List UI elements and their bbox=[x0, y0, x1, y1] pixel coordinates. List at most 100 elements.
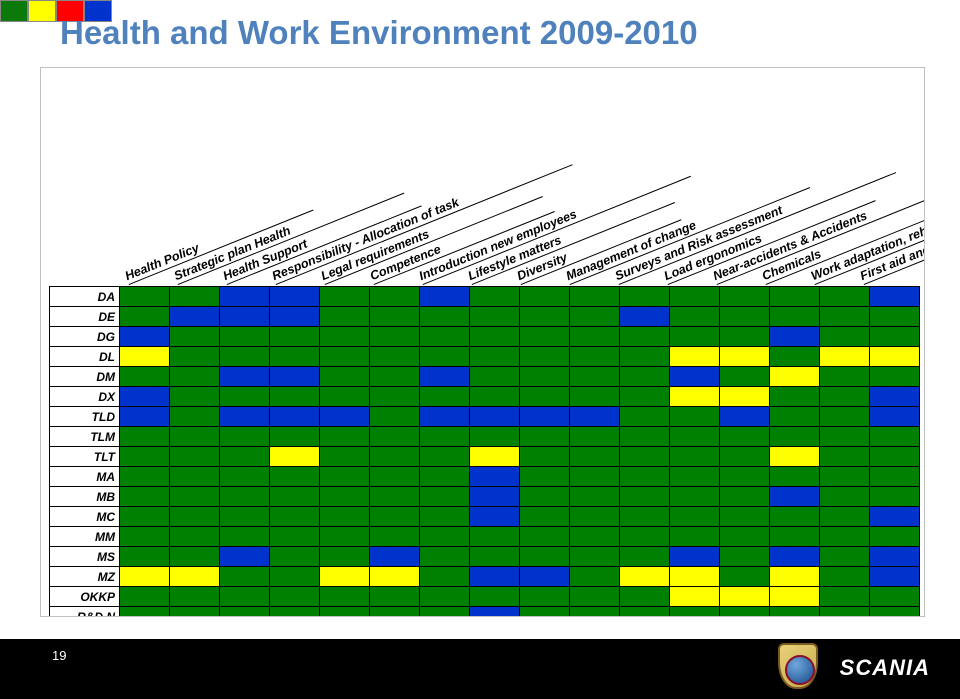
row-label: MC bbox=[50, 507, 120, 527]
heatmap-cell bbox=[670, 307, 720, 327]
heatmap-cell bbox=[420, 387, 470, 407]
heatmap-cell bbox=[870, 567, 920, 587]
table-row: TLD bbox=[50, 407, 920, 427]
heatmap-cell bbox=[770, 287, 820, 307]
heatmap-cell bbox=[370, 327, 420, 347]
heatmap-cell bbox=[820, 387, 870, 407]
legend-swatch bbox=[28, 0, 56, 22]
heatmap-cell bbox=[120, 347, 170, 367]
heatmap-cell bbox=[870, 327, 920, 347]
heatmap-cell bbox=[770, 347, 820, 367]
heatmap-cell bbox=[470, 427, 520, 447]
row-label: MS bbox=[50, 547, 120, 567]
heatmap-cell bbox=[820, 487, 870, 507]
heatmap-cell bbox=[170, 327, 220, 347]
heatmap-cell bbox=[620, 547, 670, 567]
heatmap-cell bbox=[570, 307, 620, 327]
heatmap-cell bbox=[120, 327, 170, 347]
heatmap-cell bbox=[770, 487, 820, 507]
heatmap-cell bbox=[870, 407, 920, 427]
heatmap-cell bbox=[520, 347, 570, 367]
heatmap-cell bbox=[770, 327, 820, 347]
heatmap-cell bbox=[320, 407, 370, 427]
heatmap-cell bbox=[720, 567, 770, 587]
heatmap-cell bbox=[570, 407, 620, 427]
heatmap-cell bbox=[620, 427, 670, 447]
table-row: DM bbox=[50, 367, 920, 387]
row-label: MM bbox=[50, 527, 120, 547]
row-label: DE bbox=[50, 307, 120, 327]
heatmap-cell bbox=[470, 327, 520, 347]
row-label: TLT bbox=[50, 447, 120, 467]
heatmap-cell bbox=[270, 607, 320, 618]
heatmap-cell bbox=[670, 367, 720, 387]
heatmap-cell bbox=[620, 307, 670, 327]
heatmap-cell bbox=[870, 607, 920, 618]
heatmap-cell bbox=[520, 527, 570, 547]
row-label: DG bbox=[50, 327, 120, 347]
heatmap-cell bbox=[520, 567, 570, 587]
heatmap-cell bbox=[870, 287, 920, 307]
heatmap-cell bbox=[820, 287, 870, 307]
heatmap-cell bbox=[520, 387, 570, 407]
heatmap-cell bbox=[570, 507, 620, 527]
heatmap-cell bbox=[620, 507, 670, 527]
heatmap-cell bbox=[470, 287, 520, 307]
row-label: OKKP bbox=[50, 587, 120, 607]
heatmap-cell bbox=[520, 447, 570, 467]
heatmap-cell bbox=[820, 347, 870, 367]
heatmap-cell bbox=[470, 447, 520, 467]
heatmap-cell bbox=[520, 327, 570, 347]
heatmap-cell bbox=[120, 427, 170, 447]
heatmap-cell bbox=[420, 487, 470, 507]
heatmap-cell bbox=[870, 507, 920, 527]
heatmap-cell bbox=[870, 447, 920, 467]
heatmap-cell bbox=[220, 447, 270, 467]
heatmap-cell bbox=[670, 427, 720, 447]
heatmap-cell bbox=[870, 367, 920, 387]
heatmap-cell bbox=[870, 527, 920, 547]
heatmap-cell bbox=[420, 287, 470, 307]
heatmap-cell bbox=[770, 527, 820, 547]
heatmap-cell bbox=[320, 367, 370, 387]
heatmap-cell bbox=[870, 427, 920, 447]
heatmap-cell bbox=[870, 467, 920, 487]
heatmap-cell bbox=[870, 347, 920, 367]
heatmap-cell bbox=[470, 367, 520, 387]
heatmap-cell bbox=[620, 607, 670, 618]
heatmap-cell bbox=[720, 487, 770, 507]
heatmap-cell bbox=[420, 607, 470, 618]
heatmap-cell bbox=[120, 567, 170, 587]
heatmap-cell bbox=[420, 467, 470, 487]
heatmap-cell bbox=[120, 507, 170, 527]
heatmap-grid: DADEDGDLDMDXTLDTLMTLTMAMBMCMMMSMZOKKPR&D… bbox=[49, 286, 920, 617]
heatmap-cell bbox=[420, 447, 470, 467]
table-row: DG bbox=[50, 327, 920, 347]
heatmap-cell bbox=[120, 367, 170, 387]
heatmap-cell bbox=[520, 407, 570, 427]
heatmap-cell bbox=[820, 327, 870, 347]
heatmap-cell bbox=[720, 547, 770, 567]
heatmap-cell bbox=[520, 587, 570, 607]
heatmap-cell bbox=[220, 307, 270, 327]
heatmap-cell bbox=[170, 507, 220, 527]
heatmap-cell bbox=[270, 367, 320, 387]
heatmap-cell bbox=[770, 367, 820, 387]
heatmap-cell bbox=[870, 547, 920, 567]
heatmap-cell bbox=[770, 507, 820, 527]
heatmap-cell bbox=[520, 507, 570, 527]
heatmap-cell bbox=[170, 567, 220, 587]
heatmap-cell bbox=[420, 407, 470, 427]
heatmap-cell bbox=[670, 287, 720, 307]
heatmap-cell bbox=[570, 387, 620, 407]
heatmap-cell bbox=[370, 407, 420, 427]
heatmap-cell bbox=[720, 407, 770, 427]
heatmap-cell bbox=[470, 527, 520, 547]
heatmap-cell bbox=[120, 287, 170, 307]
heatmap-cell bbox=[720, 387, 770, 407]
heatmap-cell bbox=[570, 367, 620, 387]
heatmap-cell bbox=[620, 587, 670, 607]
heatmap-cell bbox=[170, 467, 220, 487]
heatmap-cell bbox=[770, 387, 820, 407]
heatmap-cell bbox=[170, 527, 220, 547]
